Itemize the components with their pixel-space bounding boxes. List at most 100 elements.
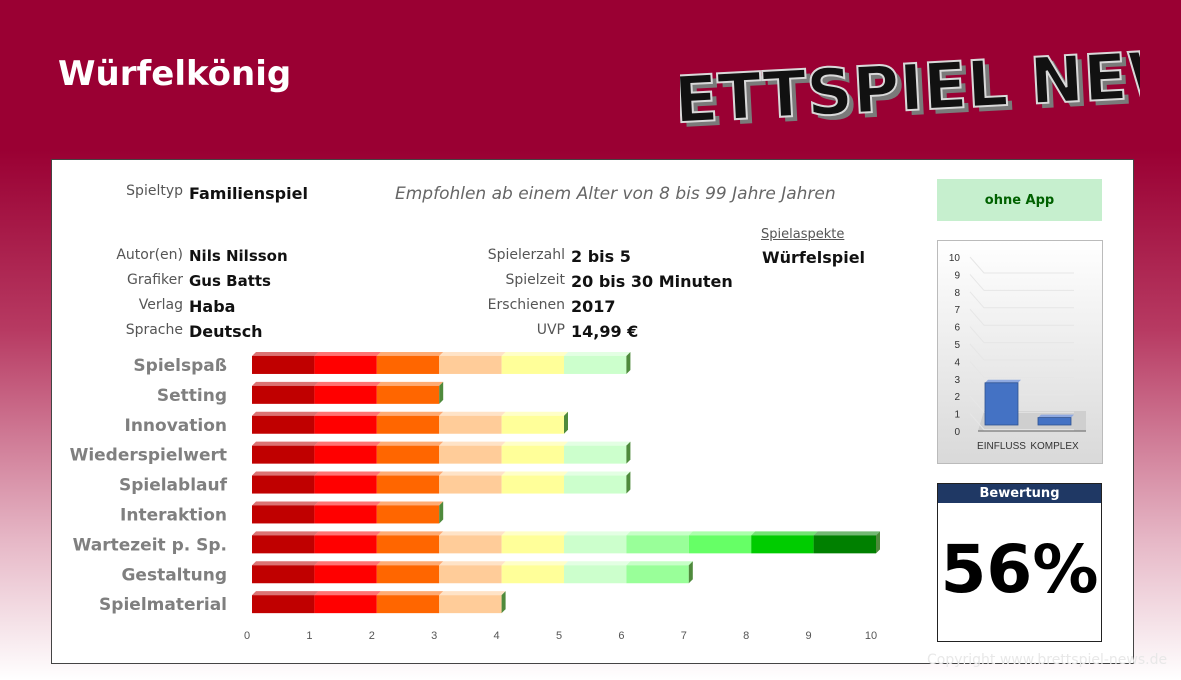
bar-segment [252, 445, 315, 464]
bar-segment-top [252, 381, 319, 386]
x-tick-label: 4 [494, 630, 500, 642]
bar-segment-top [376, 531, 444, 536]
bar-segment [501, 445, 564, 464]
rating-label: Bewertung [938, 484, 1101, 503]
bar-segment-top [439, 411, 506, 416]
bar-segment-top [376, 471, 444, 476]
category-label: Setting [157, 386, 227, 406]
bar-segment [439, 535, 502, 554]
x-tick-label: 3 [431, 630, 437, 642]
bar-segment [376, 445, 440, 464]
sprache-label: Sprache [125, 322, 183, 338]
category-label: Spielablauf [119, 476, 228, 496]
x-tick-label: 5 [556, 630, 562, 642]
spieltyp-label: Spieltyp [126, 183, 183, 199]
bar-segment-top [501, 441, 568, 446]
bar-segment [252, 505, 315, 524]
category-label: Interaktion [120, 505, 227, 525]
bar-segment-top [314, 531, 381, 536]
x-tick-label: 9 [806, 630, 812, 642]
bar-segment-top [501, 561, 568, 566]
x-tick-label: 2 [369, 630, 375, 642]
bar-segment-top [252, 471, 319, 476]
uvp-label: UVP [536, 322, 565, 338]
bar-segment [314, 475, 377, 494]
bar-segment-top [252, 351, 319, 356]
bar-segment [439, 355, 502, 374]
gridline [969, 413, 1074, 431]
autor-value: Nils Nilsson [189, 247, 288, 265]
bar-segment-top [501, 471, 568, 476]
bar-segment-top [439, 471, 506, 476]
bar-segment-top [376, 501, 444, 506]
bar-segment-top [626, 531, 693, 536]
bar-end-face [626, 441, 631, 464]
bar-end-face [626, 471, 631, 494]
gridline [969, 308, 1074, 326]
verlag-label: Verlag [138, 297, 183, 313]
bar-segment-top [564, 561, 631, 566]
y-tick-label: 7 [954, 305, 960, 316]
gridline [969, 256, 1074, 274]
bar-segment [252, 595, 315, 614]
grafiker-value: Gus Batts [189, 272, 271, 290]
bar-segment [314, 565, 377, 584]
y-tick-label: 9 [954, 270, 960, 281]
bar-segment-top [376, 351, 444, 356]
erschienen-label: Erschienen [487, 297, 565, 313]
bar-segment-top [439, 441, 506, 446]
bar-end-face [688, 561, 693, 584]
spielzeit-value: 20 bis 30 Minuten [571, 272, 733, 291]
bar-segment [626, 565, 689, 584]
bar-segment-top [376, 591, 444, 596]
spielerzahl-value: 2 bis 5 [571, 247, 631, 266]
category-label: Wiederspielwert [70, 446, 227, 466]
spielzeit-label: Spielzeit [505, 272, 565, 288]
bar-segment [314, 355, 377, 374]
complexity-chart: 0 1 2 3 4 5 6 7 8 9 10 EINFLUSS KOMPLEX [937, 240, 1103, 464]
spieltyp-value: Familienspiel [189, 184, 308, 203]
bar-segment-top [813, 531, 880, 536]
bar-segment [314, 535, 377, 554]
x-tick-label: 7 [681, 630, 687, 642]
bar-segment-top [314, 471, 381, 476]
bar-segment [376, 565, 440, 584]
grafiker-label: Grafiker [127, 272, 183, 288]
bar-segment-top [564, 351, 631, 356]
bar-segment [813, 535, 876, 554]
mini-bar-top [1038, 414, 1074, 418]
bar-segment-top [314, 351, 381, 356]
bar-segment-top [564, 441, 631, 446]
bar-segment-top [314, 591, 381, 596]
uvp-value: 14,99 € [571, 322, 639, 341]
mini-bar [984, 382, 1019, 426]
bar-segment-top [626, 561, 693, 566]
bar-segment [314, 445, 377, 464]
bar-segment [751, 535, 814, 554]
bar-segment-top [252, 411, 319, 416]
bar-segment-top [252, 531, 319, 536]
bar-segment [314, 385, 377, 404]
bar-segment [501, 535, 564, 554]
bar-segment-top [314, 561, 381, 566]
verlag-value: Haba [189, 297, 236, 316]
bar-segment [688, 535, 752, 554]
bar-segment-top [439, 591, 506, 596]
bar-segment [564, 535, 627, 554]
bar-segment [501, 565, 564, 584]
bar-segment [376, 355, 440, 374]
age-recommendation: Empfohlen ab einem Alter von 8 bis 99 Ja… [395, 184, 836, 204]
bar-segment [564, 565, 627, 584]
bar-segment-top [376, 381, 444, 386]
bar-segment [626, 535, 689, 554]
y-tick-label: 0 [954, 427, 960, 438]
page-title: Würfelkönig [58, 54, 292, 94]
bar-segment-top [314, 441, 381, 446]
bar-segment [252, 355, 315, 374]
mini-category-label: KOMPLEX [1030, 441, 1079, 452]
x-tick-label: 1 [306, 630, 312, 642]
y-tick-label: 2 [954, 392, 960, 403]
gridline [969, 361, 1074, 378]
bar-segment [564, 445, 627, 464]
